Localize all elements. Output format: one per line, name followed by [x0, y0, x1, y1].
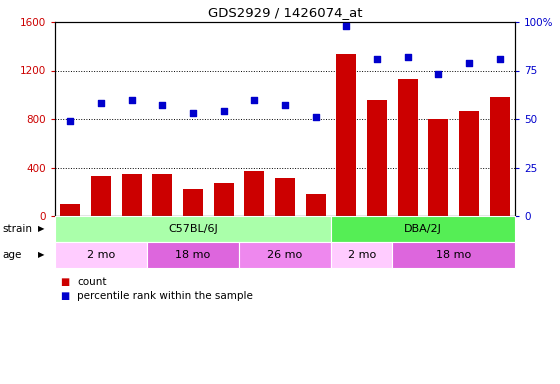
Point	[465, 60, 474, 66]
Text: ■: ■	[60, 291, 70, 301]
Point	[311, 114, 320, 120]
Bar	[331, 216, 515, 242]
Bar	[244, 170, 264, 216]
Bar	[214, 183, 234, 216]
Bar	[489, 97, 510, 216]
Text: 2 mo: 2 mo	[87, 250, 115, 260]
Bar	[147, 242, 239, 268]
Text: 26 mo: 26 mo	[267, 250, 302, 260]
Point	[127, 96, 136, 103]
Bar	[152, 174, 172, 216]
Point	[342, 23, 351, 29]
Bar	[337, 53, 356, 216]
Point	[495, 56, 504, 62]
Bar	[306, 194, 325, 216]
Text: strain: strain	[3, 224, 33, 234]
Bar	[393, 242, 515, 268]
Point	[281, 103, 290, 109]
Bar	[275, 178, 295, 216]
Point	[158, 103, 167, 109]
Text: C57BL/6J: C57BL/6J	[168, 224, 218, 234]
Text: age: age	[3, 250, 22, 260]
Bar	[55, 242, 147, 268]
Point	[372, 56, 381, 62]
Bar	[398, 79, 418, 216]
Bar	[459, 111, 479, 216]
Bar	[331, 242, 393, 268]
Bar	[122, 174, 142, 216]
Point	[434, 71, 443, 78]
Bar	[239, 242, 331, 268]
Point	[66, 118, 75, 124]
Point	[219, 108, 228, 114]
Bar	[55, 216, 331, 242]
Point	[403, 54, 412, 60]
Text: DBA/2J: DBA/2J	[404, 224, 442, 234]
Bar	[183, 189, 203, 216]
Text: ■: ■	[60, 277, 70, 287]
Title: GDS2929 / 1426074_at: GDS2929 / 1426074_at	[208, 7, 362, 20]
Bar	[60, 204, 80, 216]
Text: count: count	[77, 277, 107, 287]
Text: percentile rank within the sample: percentile rank within the sample	[77, 291, 253, 301]
Point	[250, 96, 259, 103]
Text: ▶: ▶	[38, 250, 45, 260]
Point	[189, 110, 198, 116]
Point	[96, 100, 105, 106]
Text: ▶: ▶	[38, 225, 45, 233]
Text: 18 mo: 18 mo	[436, 250, 472, 260]
Bar	[367, 99, 387, 216]
Text: 18 mo: 18 mo	[175, 250, 211, 260]
Text: 2 mo: 2 mo	[348, 250, 376, 260]
Bar	[428, 119, 449, 216]
Bar	[91, 176, 111, 216]
